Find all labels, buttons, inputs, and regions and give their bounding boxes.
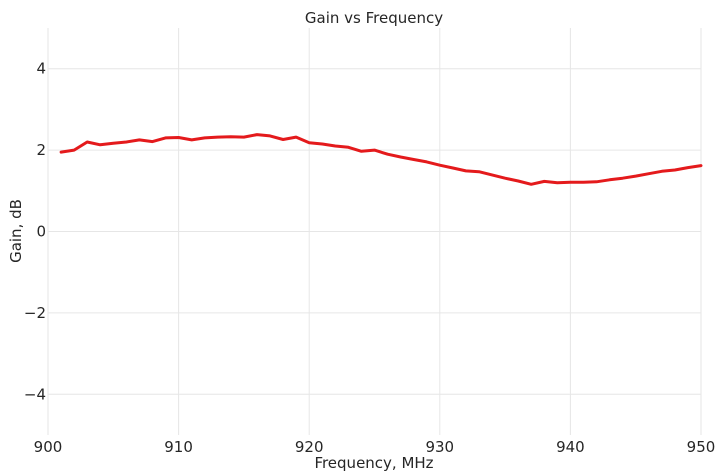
gain-series-line [59, 133, 703, 186]
y-tick-label: −4 [24, 385, 46, 403]
y-tick-label: 4 [36, 60, 46, 78]
x-axis-ticks: 900 910 920 930 940 950 [34, 438, 716, 456]
y-axis-ticks: −4 −2 0 2 4 [24, 60, 46, 404]
y-tick-label: 0 [36, 223, 46, 241]
x-tick-label: 900 [34, 438, 63, 456]
x-axis-label: Frequency, MHz [314, 454, 433, 472]
x-tick-label: 930 [425, 438, 454, 456]
x-tick-label: 910 [164, 438, 193, 456]
y-tick-label: −2 [24, 304, 46, 322]
y-tick-label: 2 [36, 141, 46, 159]
x-tick-label: 950 [687, 438, 716, 456]
grid [47, 28, 702, 435]
x-tick-label: 940 [556, 438, 585, 456]
x-tick-label: 920 [295, 438, 324, 456]
chart-title: Gain vs Frequency [305, 9, 443, 27]
y-axis-label: Gain, dB [7, 199, 25, 263]
series-group [59, 133, 703, 186]
